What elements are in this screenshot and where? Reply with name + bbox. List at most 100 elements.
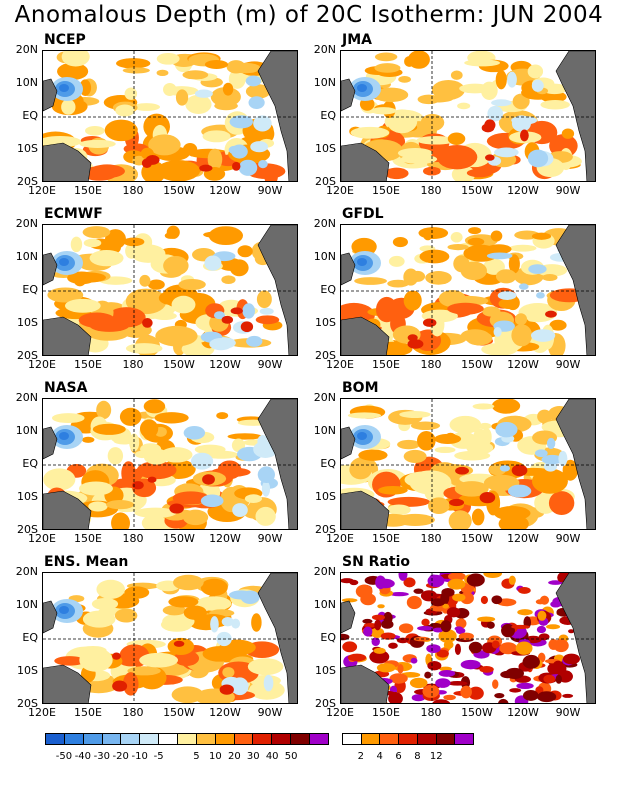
snr-cell — [342, 641, 358, 653]
longitude-label: 150E — [372, 706, 400, 719]
warm-anomaly — [373, 87, 409, 103]
snr-cell — [371, 637, 380, 647]
longitude-label: 150W — [461, 706, 493, 719]
snr-cell — [517, 609, 533, 616]
warm-anomaly — [256, 290, 272, 309]
warm-anomaly — [486, 244, 512, 255]
warm-anomaly — [171, 295, 196, 314]
snr-cell — [516, 682, 534, 690]
panel-title: ECMWF — [44, 206, 103, 222]
warm-anomaly — [82, 610, 116, 628]
strong-anomaly — [112, 680, 128, 692]
snr-cell — [347, 653, 367, 662]
colorbar-swatch — [399, 734, 418, 744]
land-shape-2 — [257, 573, 297, 703]
warm-anomaly — [392, 237, 408, 248]
snr-cell — [537, 691, 557, 703]
latitude-label: 20S — [17, 349, 38, 362]
latitude-label: 10S — [315, 142, 336, 155]
warm-anomaly — [96, 579, 125, 599]
warm-anomaly — [436, 144, 478, 170]
map-plot — [42, 398, 298, 530]
strong-anomaly — [484, 119, 496, 131]
strong-anomaly — [422, 318, 437, 327]
land-shape-0 — [341, 252, 356, 286]
snr-cell — [494, 692, 505, 699]
warm-anomaly — [221, 275, 236, 285]
warm-anomaly — [91, 597, 119, 611]
cool-anomaly — [494, 147, 519, 158]
warm-anomaly — [163, 255, 189, 276]
warm-anomaly — [61, 99, 76, 115]
snr-cell — [417, 625, 434, 631]
latitude-label: 20S — [315, 697, 336, 710]
warm-anomaly — [508, 254, 520, 274]
panel-title: ENS. Mean — [44, 554, 129, 570]
warm-anomaly — [561, 128, 575, 139]
warm-anomaly — [130, 244, 166, 263]
warm-anomaly — [400, 154, 438, 164]
colorbar-swatch — [291, 734, 311, 744]
map-plot — [42, 50, 298, 182]
snr-cell — [398, 623, 414, 634]
longitude-label: 180 — [122, 184, 144, 197]
warm-anomaly — [431, 79, 465, 100]
snr-cell — [538, 633, 550, 641]
snr-cell — [396, 637, 409, 644]
snr-cell — [486, 621, 495, 629]
warm-anomaly — [154, 412, 189, 424]
colorbar-swatch — [455, 734, 474, 744]
cool-anomaly — [242, 303, 256, 319]
latitude-label: 20S — [315, 349, 336, 362]
warm-anomaly — [349, 459, 372, 480]
warm-anomaly — [79, 648, 113, 672]
warm-anomaly — [182, 143, 198, 156]
warm-anomaly — [418, 227, 449, 239]
snr-cell — [552, 660, 564, 671]
cool-anomaly — [213, 311, 225, 320]
warm-anomaly — [57, 62, 89, 81]
map-plot — [340, 398, 596, 530]
cool-anomaly — [511, 115, 531, 132]
snr-cell — [466, 573, 485, 587]
snr-cell — [553, 639, 569, 653]
land-shape-0 — [43, 252, 58, 286]
land-shape-2 — [257, 51, 297, 181]
colorbar-tick-label: 4 — [376, 751, 383, 762]
colorbar-tick-label: 50 — [284, 751, 298, 762]
warm-anomaly — [447, 302, 484, 315]
longitude-label: 90W — [555, 706, 581, 719]
cool-anomaly — [507, 71, 517, 88]
cool-anomaly — [263, 674, 274, 692]
latitude-label: 20N — [313, 43, 336, 56]
cool-anomaly — [546, 437, 556, 450]
longitude-label: 120W — [209, 358, 241, 371]
warm-anomaly — [117, 652, 145, 667]
snr-cell — [477, 616, 496, 622]
snr-cell — [568, 629, 575, 634]
colorbar-swatch — [417, 734, 437, 744]
cool-anomaly — [209, 338, 233, 351]
cool-anomaly — [257, 466, 275, 483]
map-panel: SN Ratio 20N 10N EQ 10S 20S 120E 150E 180 150W 120… — [314, 554, 596, 719]
map-plot — [42, 572, 298, 704]
land-shape-1 — [341, 316, 390, 355]
strong-anomaly — [479, 492, 496, 504]
snr-cell — [363, 626, 373, 637]
snr-cell — [389, 673, 408, 684]
cool-anomaly — [527, 149, 549, 168]
colorbar-swatch — [102, 734, 122, 744]
warm-anomaly — [450, 232, 463, 243]
latitude-label: EQ — [22, 457, 38, 470]
snr-cell — [468, 686, 484, 700]
warm-anomaly — [116, 58, 151, 69]
cool-anomaly — [194, 89, 213, 98]
strong-anomaly — [449, 498, 465, 507]
warm-anomaly — [255, 506, 276, 526]
warm-anomaly — [152, 311, 177, 321]
cool-anomaly — [245, 75, 262, 87]
panel-title: NCEP — [44, 32, 86, 48]
warm-anomaly — [247, 658, 284, 676]
cool-anomaly — [499, 465, 510, 472]
colorbar-swatch — [83, 734, 103, 744]
